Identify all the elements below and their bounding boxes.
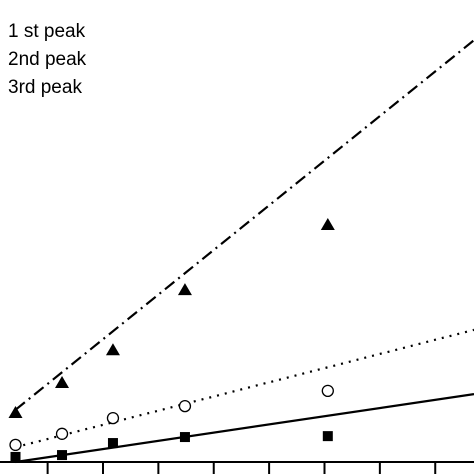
marker (178, 399, 192, 413)
marker (179, 432, 190, 443)
marker (55, 375, 70, 388)
marker (322, 431, 333, 442)
marker (321, 384, 334, 398)
marker (8, 406, 23, 419)
marker (177, 283, 192, 296)
legend-label: 2nd peak (8, 49, 87, 70)
marker (55, 427, 69, 440)
fit-line (15, 392, 474, 464)
marker (10, 451, 21, 462)
fit-line (15, 328, 474, 449)
marker (107, 438, 118, 449)
legend-label: 3rd peak (8, 77, 82, 98)
marker (320, 217, 335, 230)
legend-label: 1 st peak (8, 21, 86, 42)
fit-line (14, 39, 474, 411)
marker (9, 438, 22, 452)
marker (57, 450, 68, 461)
marker (106, 411, 120, 425)
marker (105, 343, 120, 356)
